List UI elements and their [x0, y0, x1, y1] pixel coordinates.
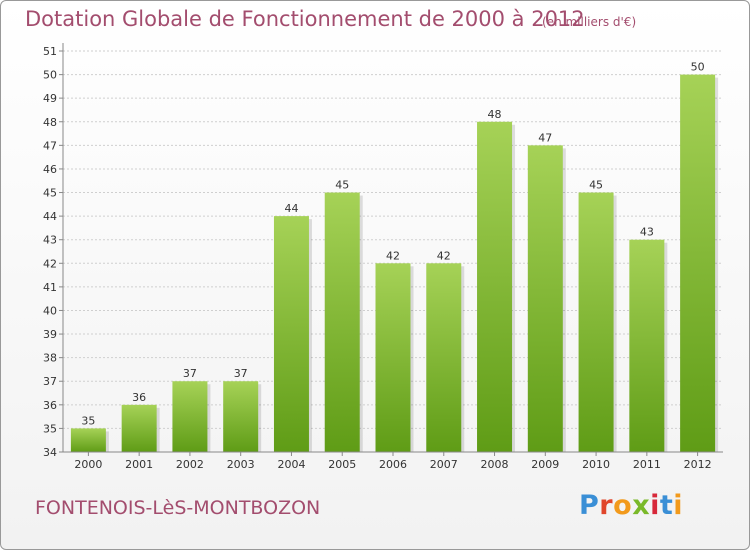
proxiti-logo: Proxiti	[579, 490, 683, 521]
y-axis-ticks: 34 35 36 37 38 39 40 41 42 43 44 45 46 47 48 49 50 51	[43, 43, 723, 459]
bar-2012	[680, 74, 716, 453]
y-tick-label: 42	[43, 257, 57, 270]
bar-2002	[172, 381, 208, 452]
data-label: 45	[589, 179, 603, 192]
data-labels: 35 36 37 37 44 45 42 42 48 47 45 43 50	[81, 61, 704, 428]
x-tick-label: 2003	[227, 458, 255, 471]
x-tick-label: 2005	[328, 458, 356, 471]
chart-unit-label: (en milliers d'€)	[542, 15, 637, 29]
bar-2005	[324, 192, 360, 452]
logo-letter: i	[673, 490, 684, 521]
y-tick-label: 37	[43, 375, 57, 388]
data-label: 42	[386, 249, 400, 262]
city-name: FONTENOIS-LèS-MONTBOZON	[35, 497, 321, 519]
y-tick-label: 36	[43, 399, 57, 412]
logo-letter: r	[599, 490, 614, 521]
logo-letter: i	[650, 490, 660, 521]
chart-title: Dotation Globale de Fonctionnement de 20…	[25, 7, 585, 31]
x-tick-label: 2004	[277, 458, 305, 471]
y-tick-label: 50	[43, 69, 57, 82]
data-label: 47	[538, 131, 552, 144]
x-tick-label: 2000	[74, 458, 102, 471]
y-tick-label: 48	[43, 116, 57, 129]
bar-2004	[273, 216, 309, 452]
y-tick-label: 40	[43, 304, 57, 317]
y-tick-label: 41	[43, 281, 57, 294]
x-tick-label: 2011	[633, 458, 661, 471]
logo-letter: P	[579, 490, 600, 521]
x-tick-label: 2010	[582, 458, 610, 471]
logo-letter: o	[613, 490, 633, 521]
y-tick-label: 49	[43, 92, 57, 105]
bar-2001	[121, 404, 157, 452]
x-tick-label: 2006	[379, 458, 407, 471]
y-tick-label: 44	[43, 210, 57, 223]
x-tick-label: 2012	[684, 458, 712, 471]
data-label: 37	[183, 367, 197, 380]
data-label: 43	[640, 226, 654, 239]
bar-2011	[629, 239, 665, 452]
data-label: 44	[284, 202, 298, 215]
data-label: 37	[234, 367, 248, 380]
y-tick-label: 43	[43, 234, 57, 247]
y-tick-label: 38	[43, 352, 57, 365]
data-label: 36	[132, 391, 146, 404]
y-tick-label: 51	[43, 45, 57, 58]
x-tick-label: 2002	[176, 458, 204, 471]
bar-2003	[223, 381, 259, 452]
x-axis-ticks: 2000 2001 2002 2003 2004 2005 2006 2007 2008 2009…	[74, 452, 712, 471]
x-tick-label: 2007	[430, 458, 458, 471]
bar-2009	[527, 145, 563, 452]
x-tick-label: 2001	[125, 458, 153, 471]
y-tick-label: 46	[43, 163, 57, 176]
y-tick-label: 34	[43, 446, 57, 459]
x-tick-label: 2008	[481, 458, 509, 471]
data-label: 35	[81, 414, 95, 427]
bars	[70, 74, 719, 453]
data-label: 48	[488, 108, 502, 121]
data-label: 50	[691, 61, 705, 74]
y-tick-label: 47	[43, 139, 57, 152]
bar-2006	[375, 263, 411, 452]
bar-2007	[426, 263, 462, 452]
bar-2000	[70, 428, 106, 452]
logo-letter: x	[632, 490, 651, 521]
data-label: 42	[437, 249, 451, 262]
x-tick-label: 2009	[531, 458, 559, 471]
logo-letter: t	[659, 490, 674, 521]
y-tick-label: 45	[43, 187, 57, 200]
y-tick-label: 35	[43, 422, 57, 435]
bar-2008	[477, 121, 513, 452]
y-tick-label: 39	[43, 328, 57, 341]
data-label: 45	[335, 179, 349, 192]
bar-2010	[578, 192, 614, 452]
